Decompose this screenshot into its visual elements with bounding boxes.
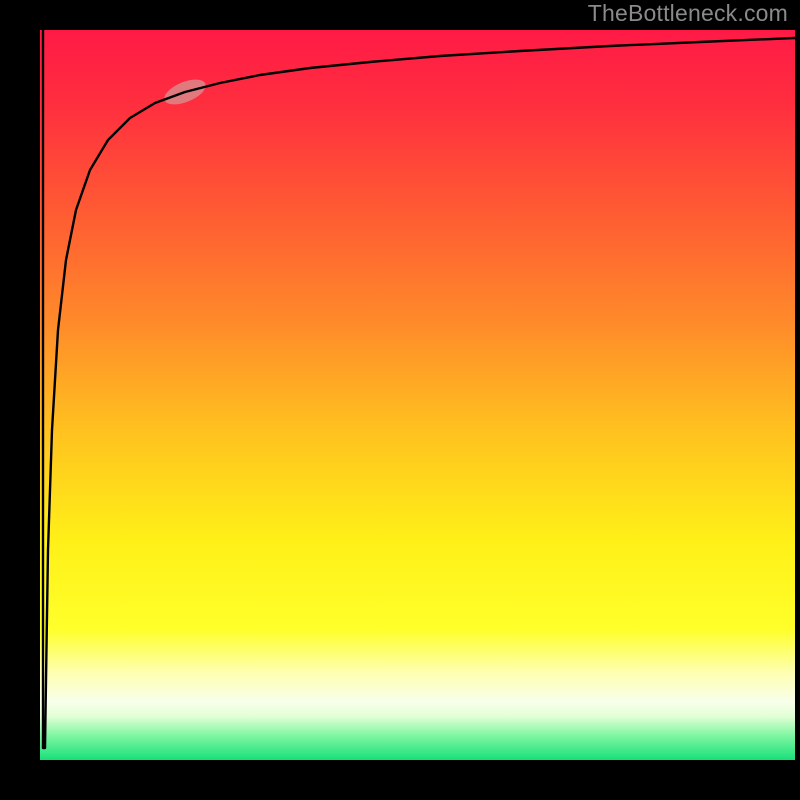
chart-container bbox=[40, 30, 795, 760]
plot-area bbox=[40, 30, 795, 760]
watermark-text: TheBottleneck.com bbox=[588, 0, 788, 27]
curve-layer bbox=[40, 30, 795, 760]
bottleneck-curve bbox=[43, 30, 795, 748]
